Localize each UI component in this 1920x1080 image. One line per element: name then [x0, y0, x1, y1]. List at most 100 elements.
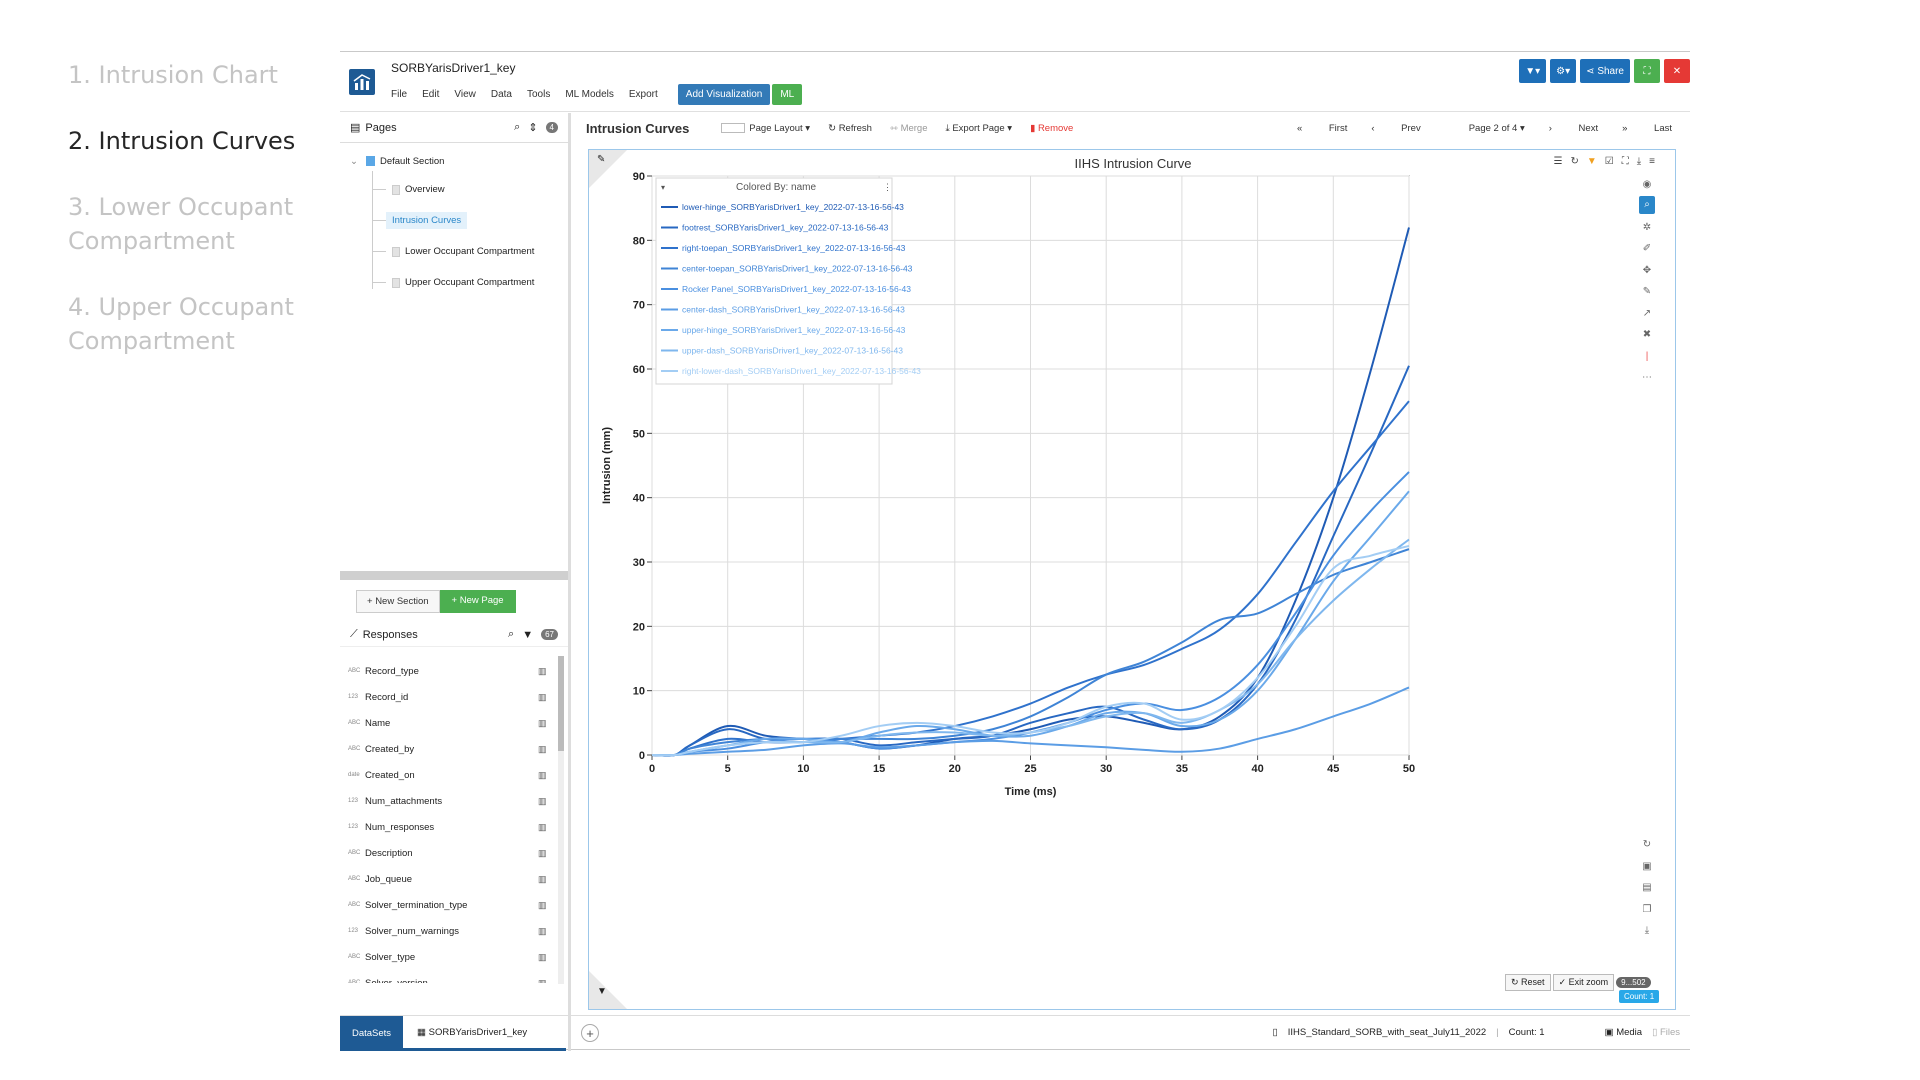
page-layout-dropdown[interactable]: Page Layout ▾: [721, 123, 810, 134]
scrollbar-thumb[interactable]: [558, 656, 564, 751]
sliders-icon[interactable]: ☰: [1553, 156, 1563, 167]
filter-icon[interactable]: ▼: [522, 628, 534, 641]
add-tab-button[interactable]: +: [581, 1024, 599, 1042]
datasets-tab[interactable]: DataSets: [340, 1016, 403, 1051]
new-page-button[interactable]: + New Page: [439, 590, 516, 613]
response-item[interactable]: ABC Solver_termination_type ▥: [340, 892, 560, 918]
menu-edit[interactable]: Edit: [422, 89, 440, 100]
response-item[interactable]: ABC Record_type ▥: [340, 658, 560, 684]
more-icon[interactable]: ⋯: [1642, 372, 1652, 383]
refresh-icon[interactable]: ↻: [1570, 156, 1579, 167]
response-item[interactable]: 123 Num_responses ▥: [340, 814, 560, 840]
menu-export[interactable]: Export: [628, 89, 658, 100]
bar-chart-icon[interactable]: ▥: [538, 665, 547, 676]
page-selector[interactable]: Page 2 of 4 ▾: [1468, 122, 1525, 134]
save-icon[interactable]: ▣: [1642, 860, 1652, 872]
search-icon[interactable]: ⌕: [514, 121, 521, 133]
media-button[interactable]: ▣ Media: [1604, 1027, 1643, 1038]
prev-page-button[interactable]: ‹ Prev: [1371, 122, 1421, 134]
response-item[interactable]: date Created_on ▥: [340, 762, 560, 788]
export-icon[interactable]: ⤓: [1644, 925, 1650, 936]
bar-chart-icon[interactable]: ▥: [538, 847, 547, 858]
dataset-tab[interactable]: ▦ SORBYarisDriver1_key: [403, 1016, 566, 1051]
next-page-button[interactable]: › Next: [1548, 122, 1599, 134]
table-icon[interactable]: ▤: [1642, 882, 1652, 893]
response-item[interactable]: 123 Num_attachments ▥: [340, 788, 560, 814]
download-icon[interactable]: ⤓: [1636, 156, 1642, 167]
export-page-dropdown[interactable]: ⤓ Export Page ▾: [945, 122, 1013, 134]
bar-chart-icon[interactable]: ▥: [538, 873, 547, 884]
bar-chart-icon[interactable]: ▥: [538, 717, 547, 728]
pages-header: ▤ Pages ⌕ ⇕ 4: [340, 113, 568, 143]
bar-chart-icon[interactable]: ▥: [538, 925, 547, 936]
edit-pencil-icon[interactable]: ✎: [597, 154, 606, 165]
filter-icon[interactable]: ▼: [1586, 156, 1597, 167]
response-item[interactable]: ABC Solver_version ▥: [340, 970, 560, 984]
tree-page-intrusion-curves[interactable]: Intrusion Curves: [340, 205, 568, 236]
brush-icon[interactable]: ✐: [1642, 243, 1652, 254]
exit-zoom-button[interactable]: ✓ Exit zoom: [1552, 974, 1615, 991]
menu-view[interactable]: View: [454, 89, 476, 100]
menu-tools[interactable]: Tools: [526, 89, 551, 100]
bar-chart-icon[interactable]: ▥: [538, 743, 547, 754]
merge-button[interactable]: ⇿ Merge: [890, 123, 928, 134]
sync-icon[interactable]: ↻: [1642, 839, 1652, 850]
response-item[interactable]: 123 Record_id ▥: [340, 684, 560, 710]
close-button[interactable]: ✕: [1664, 59, 1690, 83]
response-item[interactable]: 123 Solver_num_warnings ▥: [340, 918, 560, 944]
refresh-button[interactable]: ↻ Refresh: [828, 123, 872, 134]
tree-page-lower-occupant[interactable]: Lower Occupant Compartment: [340, 236, 568, 267]
left-panel: ▤ Pages ⌕ ⇕ 4 ⌄ Default Section Overview: [340, 113, 571, 1051]
add-visualization-button[interactable]: Add Visualization: [677, 84, 771, 105]
pencil-icon[interactable]: ✎: [1642, 286, 1652, 297]
menu-ml-models[interactable]: ML Models: [565, 89, 614, 100]
fullscreen-icon[interactable]: ⛶: [1621, 156, 1629, 167]
response-item[interactable]: ABC Job_queue ▥: [340, 866, 560, 892]
last-page-button[interactable]: » Last: [1622, 122, 1672, 134]
sort-icon[interactable]: ⇕: [528, 122, 538, 134]
arrow-icon[interactable]: ↗: [1642, 307, 1652, 319]
line-icon[interactable]: |: [1645, 350, 1649, 362]
response-item[interactable]: ABC Solver_type ▥: [340, 944, 560, 970]
share-button[interactable]: ⋖ Share: [1580, 59, 1630, 83]
chart[interactable]: 0 5 10 15 20 25 30 35 40 45 50 0 10 20 30 40 50 60 70 80 90 T…: [589, 150, 1677, 1011]
new-section-button[interactable]: + New Section: [356, 590, 440, 613]
move-icon[interactable]: ✥: [1642, 264, 1652, 276]
tree-page-overview[interactable]: Overview: [340, 174, 568, 205]
bar-chart-icon[interactable]: ▥: [538, 821, 547, 832]
tree-section-default[interactable]: ⌄ Default Section: [340, 148, 568, 174]
zoom-icon[interactable]: ⌕: [1639, 195, 1655, 214]
menu-file[interactable]: File: [391, 89, 408, 100]
bar-chart-icon[interactable]: ▥: [538, 691, 547, 702]
tools-icon[interactable]: ✖: [1642, 329, 1652, 340]
copy-icon[interactable]: ❐: [1642, 903, 1652, 915]
fullscreen-button[interactable]: ⛶: [1634, 59, 1660, 83]
search-icon[interactable]: ⌕: [508, 628, 515, 640]
settings-icon[interactable]: ✲: [1642, 221, 1652, 233]
response-item[interactable]: ABC Created_by ▥: [340, 736, 560, 762]
remove-button[interactable]: ▮ Remove: [1030, 123, 1073, 134]
checkbox-icon[interactable]: ☑: [1604, 156, 1614, 167]
eye-icon[interactable]: ◉: [1642, 179, 1652, 190]
response-item[interactable]: ABC Name ▥: [340, 710, 560, 736]
menu-data[interactable]: Data: [490, 89, 512, 100]
response-item[interactable]: ABC Description ▥: [340, 840, 560, 866]
bar-chart-icon[interactable]: ▥: [538, 899, 547, 910]
files-button[interactable]: ▯ Files: [1652, 1027, 1680, 1038]
bar-chart-icon[interactable]: ▥: [538, 977, 547, 984]
responses-scrollbar[interactable]: [558, 656, 564, 984]
menu-icon[interactable]: ≡: [1649, 156, 1655, 167]
first-page-button[interactable]: « First: [1296, 122, 1348, 134]
chevron-down-icon[interactable]: ⌄: [350, 155, 358, 167]
app-logo-icon[interactable]: [349, 69, 375, 95]
tree-page-upper-occupant[interactable]: Upper Occupant Compartment: [340, 267, 568, 298]
bar-chart-icon[interactable]: ▥: [538, 951, 547, 962]
caret-down-icon[interactable]: ▼: [597, 986, 607, 997]
filter-dropdown-button[interactable]: ▼▾: [1519, 59, 1547, 83]
ml-button[interactable]: ML: [772, 84, 803, 105]
settings-dropdown-button[interactable]: ⚙▾: [1550, 59, 1577, 83]
reset-button[interactable]: ↻ Reset: [1505, 974, 1551, 991]
bar-chart-icon[interactable]: ▥: [538, 795, 547, 806]
panel-resize-handle[interactable]: [340, 571, 568, 580]
bar-chart-icon[interactable]: ▥: [538, 769, 547, 780]
